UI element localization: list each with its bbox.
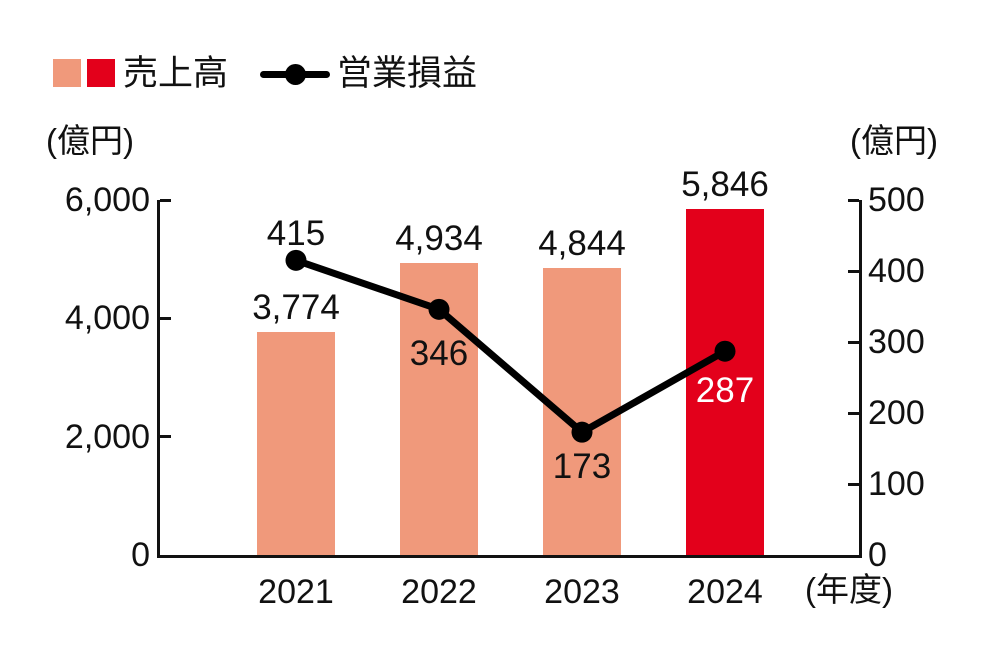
bar-value-label: 3,774 bbox=[252, 287, 340, 327]
line-series bbox=[285, 249, 736, 443]
right-axis-tick-label: 500 bbox=[868, 181, 925, 219]
left-axis-unit: (億円) bbox=[46, 122, 134, 159]
left-axis-tick bbox=[160, 316, 171, 320]
left-axis-tick bbox=[160, 435, 171, 439]
legend-line-dot-icon bbox=[285, 64, 306, 85]
bar-value-label: 5,846 bbox=[681, 165, 769, 205]
left-axis-tick-label: 6,000 bbox=[64, 181, 150, 219]
right-axis-tick-label: 100 bbox=[868, 465, 925, 503]
right-axis-tick bbox=[848, 411, 859, 415]
right-axis-tick bbox=[848, 340, 859, 344]
line-value-label: 173 bbox=[552, 447, 612, 487]
line-point bbox=[285, 249, 307, 271]
x-axis-label-2024: 2024 bbox=[687, 573, 763, 611]
right-axis-tick-label: 300 bbox=[868, 323, 925, 361]
bar-value-label: 4,844 bbox=[538, 224, 626, 264]
x-axis-unit: (年度) bbox=[805, 571, 893, 608]
right-axis-tick bbox=[848, 482, 859, 486]
line-value-label: 287 bbox=[695, 371, 755, 411]
line-value-label: 415 bbox=[266, 214, 326, 254]
right-axis-tick bbox=[848, 269, 859, 273]
line-point bbox=[714, 340, 736, 362]
line-value-label: 346 bbox=[409, 334, 469, 374]
legend-bar-label: 売上高 bbox=[123, 54, 229, 93]
legend-bar-swatch-red bbox=[87, 59, 115, 87]
bar-value-label: 4,934 bbox=[395, 219, 483, 259]
legend-line-marker bbox=[260, 64, 330, 85]
left-axis-tick-label: 2,000 bbox=[64, 417, 150, 456]
x-axis-label-2021: 2021 bbox=[258, 573, 334, 611]
line-point bbox=[571, 421, 593, 443]
right-axis-tick-label: 0 bbox=[868, 536, 887, 574]
x-axis-label-2022: 2022 bbox=[401, 573, 477, 611]
plot-area bbox=[157, 198, 862, 558]
right-axis-tick bbox=[848, 198, 859, 202]
bar-2024 bbox=[686, 209, 764, 555]
bar-2021 bbox=[257, 331, 335, 555]
left-axis-tick-label: 4,000 bbox=[64, 299, 150, 338]
right-axis-tick-label: 200 bbox=[868, 394, 925, 432]
right-axis-tick-label: 400 bbox=[868, 252, 925, 290]
line-path bbox=[292, 256, 729, 436]
right-axis-unit: (億円) bbox=[850, 122, 938, 159]
x-axis-label-2023: 2023 bbox=[544, 573, 620, 611]
left-axis-tick bbox=[160, 198, 171, 202]
legend-line-label: 営業損益 bbox=[337, 54, 478, 93]
left-axis-tick-label: 0 bbox=[131, 536, 150, 574]
legend-bar-swatch-salmon bbox=[53, 59, 81, 87]
line-point bbox=[428, 298, 450, 320]
